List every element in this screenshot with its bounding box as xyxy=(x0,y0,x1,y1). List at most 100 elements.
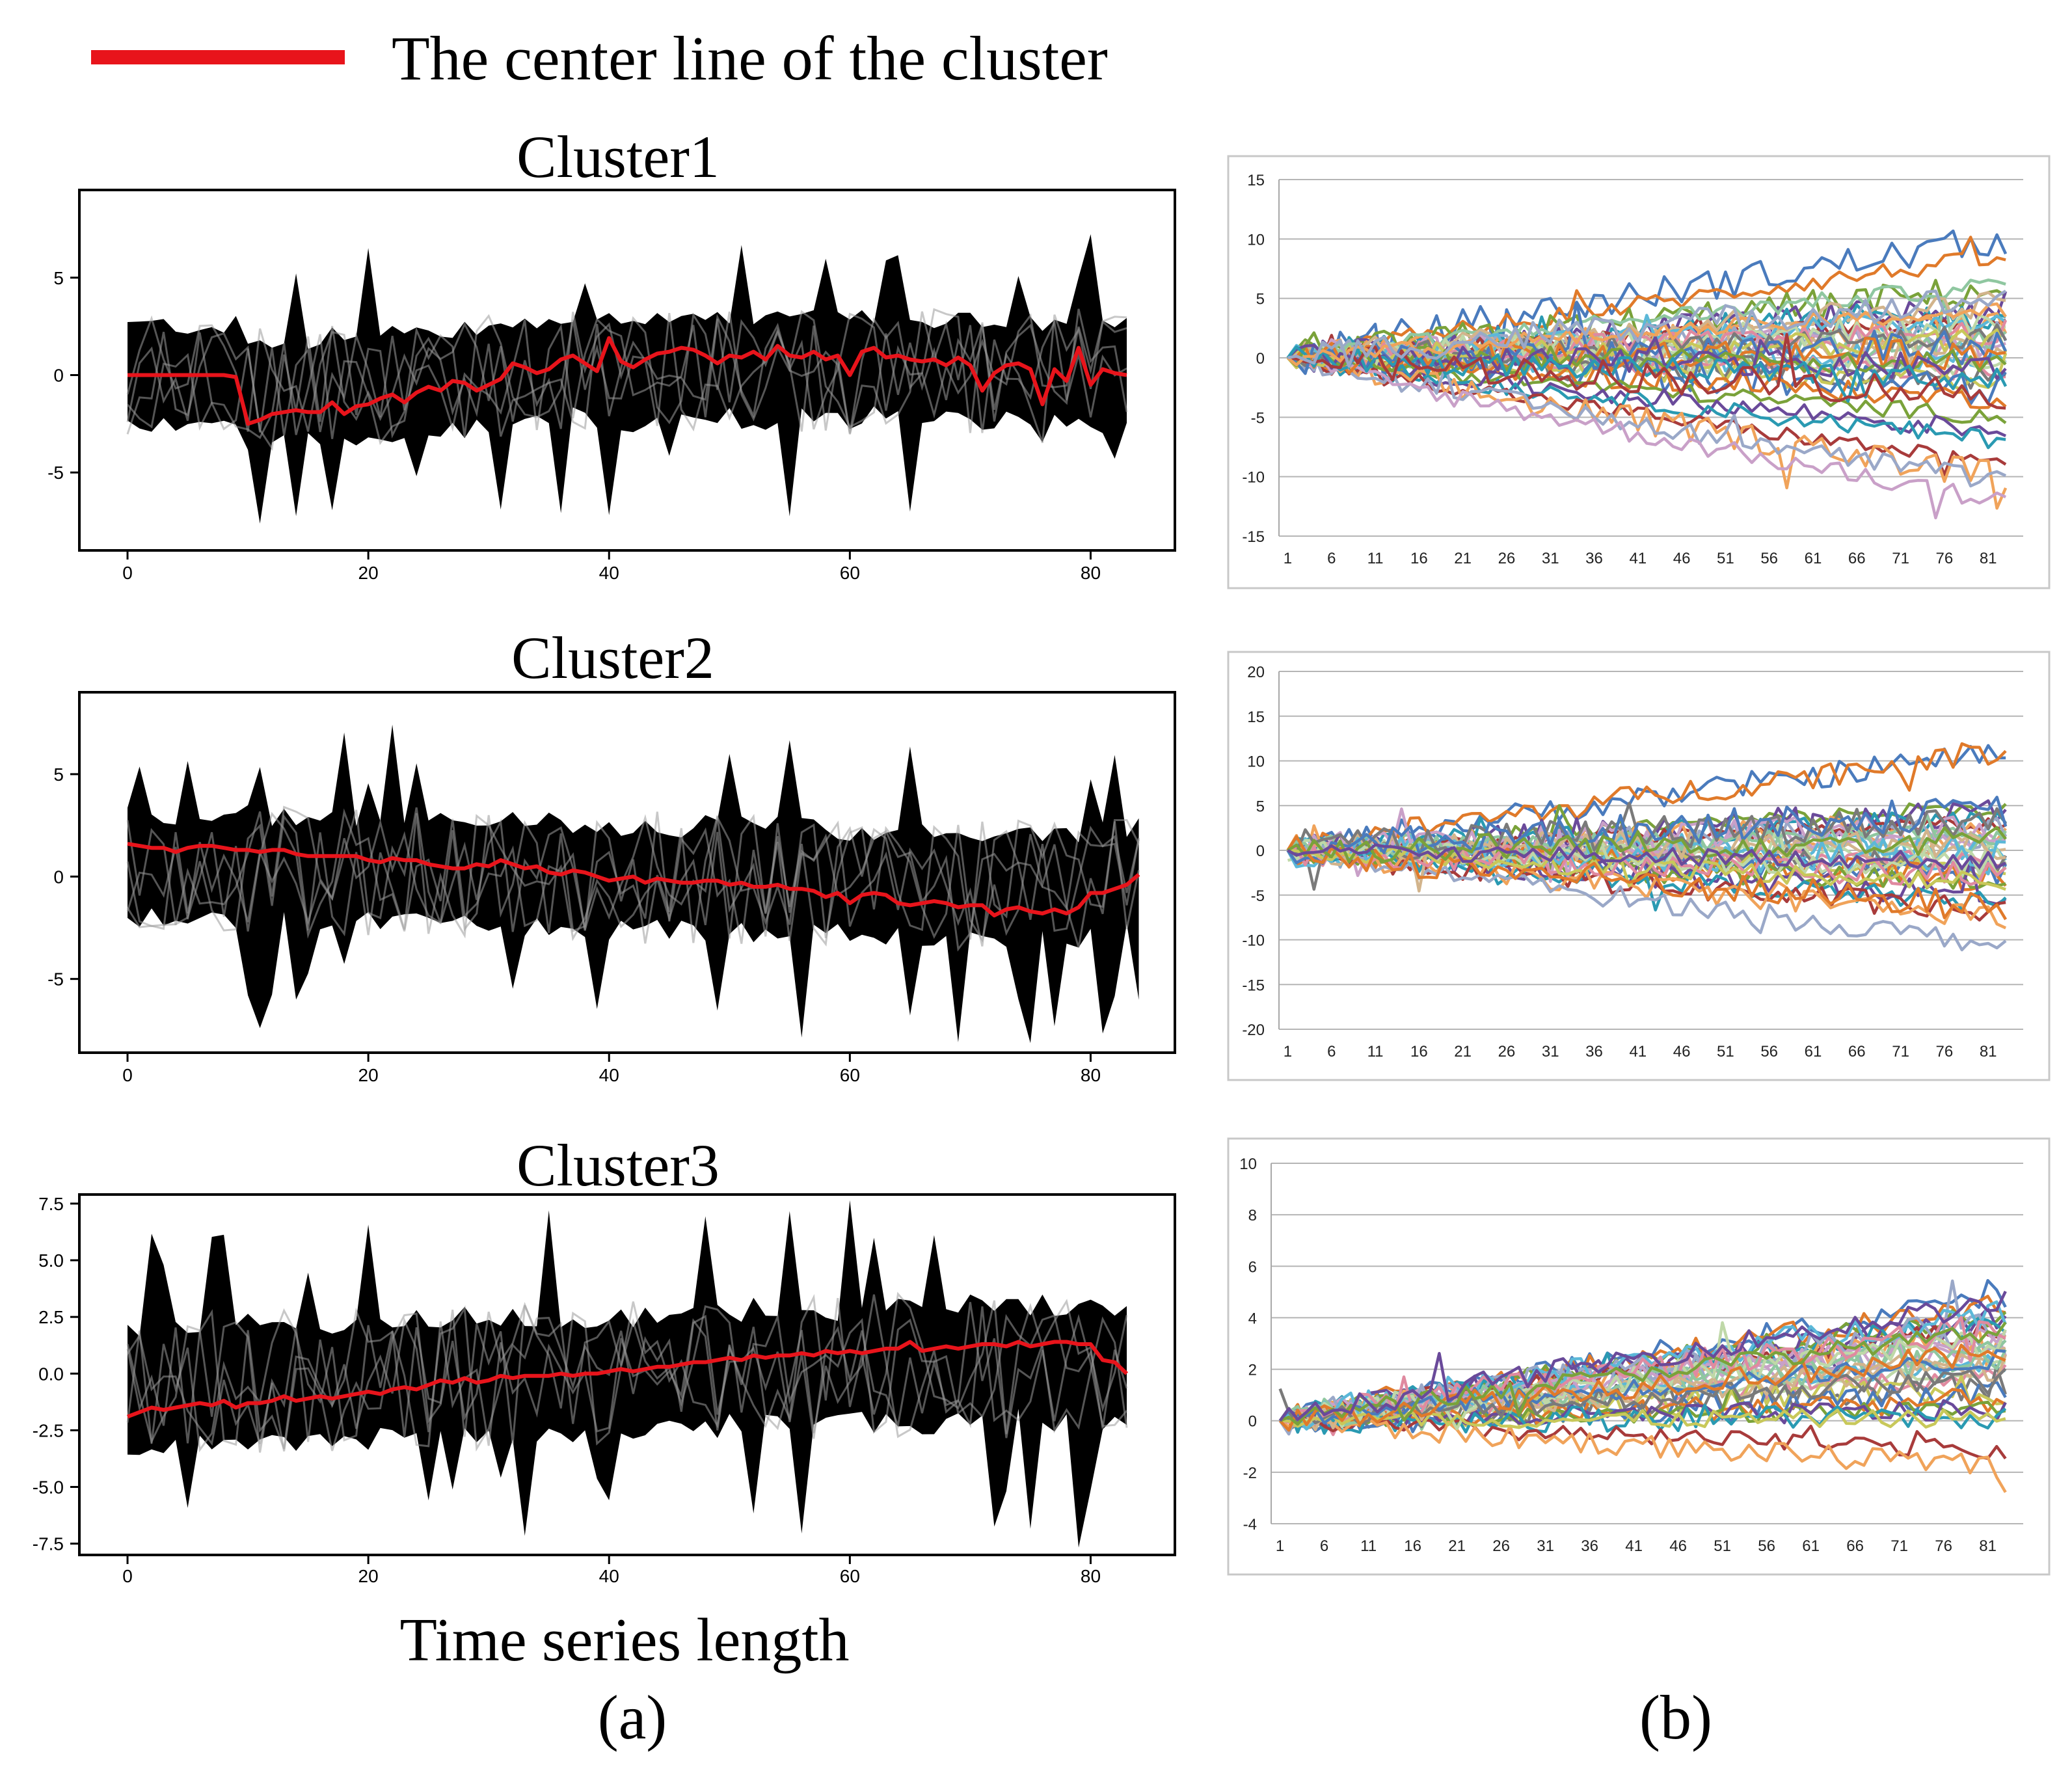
x-tick-label: 66 xyxy=(1846,1537,1864,1555)
x-axis-label: Time series length xyxy=(399,1606,849,1674)
x-tick-label: 41 xyxy=(1629,550,1647,567)
y-tick-label: -5 xyxy=(47,969,64,990)
y-tick-label: 0 xyxy=(1248,1413,1257,1431)
y-tick-label: -15 xyxy=(1242,977,1265,994)
center-line xyxy=(128,336,1127,426)
y-tick-label: 5 xyxy=(1256,291,1265,308)
x-tick-label: 31 xyxy=(1542,1043,1559,1060)
legend: The center line of the cluster xyxy=(91,23,1108,93)
plot-frame xyxy=(78,691,1176,1054)
gray-series-line xyxy=(126,813,1140,947)
x-tick-label: 26 xyxy=(1498,550,1516,567)
x-tick-label: 66 xyxy=(1848,1043,1866,1060)
x-tick-label: 51 xyxy=(1714,1537,1731,1555)
x-tick-label: 51 xyxy=(1717,550,1734,567)
series-line xyxy=(1287,349,2007,488)
y-tick-label: 10 xyxy=(1239,1155,1257,1173)
y-tick-label: -10 xyxy=(1242,932,1265,950)
x-tick-label: 36 xyxy=(1585,550,1603,567)
x-tick-label: 60 xyxy=(840,563,860,583)
gray-series-line xyxy=(126,311,1127,446)
x-tick-label: 16 xyxy=(1404,1537,1421,1555)
series-band xyxy=(128,1200,1127,1548)
series-line xyxy=(1278,1403,2007,1435)
x-tick-label: 21 xyxy=(1454,1043,1472,1060)
y-tick-label: -5 xyxy=(47,463,64,483)
series-line xyxy=(1286,844,2007,952)
y-tick-label: 7.5 xyxy=(38,1194,64,1214)
gray-series-line xyxy=(126,1294,1128,1453)
chart-cluster3: Cluster3 7.5 5.0 2.5 0.0 -2.5 -5.0 -7.5 0 20 40 60… xyxy=(33,1132,1176,1586)
x-tick-label: 41 xyxy=(1625,1537,1643,1555)
y-tick-label: 6 xyxy=(1248,1258,1257,1276)
x-tick-label: 1 xyxy=(1284,550,1292,567)
x-tick-label: 46 xyxy=(1673,550,1691,567)
panel-label-b: (b) xyxy=(1639,1682,1712,1752)
series-line xyxy=(1287,347,2007,424)
x-tick-label: 40 xyxy=(599,1065,619,1085)
x-tick-label: 61 xyxy=(1805,1043,1822,1060)
series-line xyxy=(1286,345,2008,403)
x-tick-label: 71 xyxy=(1892,550,1909,567)
center-line xyxy=(127,841,1140,918)
x-tick-label: 71 xyxy=(1892,1043,1909,1060)
x-tick-label: 61 xyxy=(1805,550,1822,567)
series-line xyxy=(1287,332,2006,410)
series-line xyxy=(1287,347,2006,450)
x-tick-label: 26 xyxy=(1492,1537,1510,1555)
x-tick-label: 0 xyxy=(122,1065,133,1085)
y-tick-label: -4 xyxy=(1243,1516,1257,1533)
y-tick-label: -5 xyxy=(1251,887,1265,905)
x-tick-label: 40 xyxy=(599,1566,619,1586)
x-tick-label: 26 xyxy=(1498,1043,1516,1060)
x-tick-label: 21 xyxy=(1448,1537,1466,1555)
y-tick-label: -2.5 xyxy=(33,1420,64,1440)
x-tick-label: 0 xyxy=(122,563,133,583)
series-line xyxy=(1286,236,2006,359)
y-tick-label: 4 xyxy=(1248,1310,1257,1327)
y-tick-label: 15 xyxy=(1247,172,1265,189)
y-tick-label: -5.0 xyxy=(33,1477,64,1497)
x-tick-label: 76 xyxy=(1936,1043,1954,1060)
gray-series-line xyxy=(126,1305,1128,1452)
x-tick-label: 16 xyxy=(1410,1043,1428,1060)
y-tick-label: -2 xyxy=(1243,1465,1257,1482)
x-tick-label: 1 xyxy=(1276,1537,1284,1555)
chart-cluster1: Cluster1 5 0 -5 0 20 40 60 80 xyxy=(47,124,1176,583)
series-line xyxy=(1287,843,2007,871)
y-tick-label: -7.5 xyxy=(33,1534,64,1554)
x-tick-label: 11 xyxy=(1367,550,1384,567)
center-line xyxy=(126,1340,1129,1419)
series-line xyxy=(1287,301,2008,375)
chart-cluster2: Cluster2 5 0 -5 0 20 40 60 80 xyxy=(47,625,1176,1085)
series-line xyxy=(1278,1290,2007,1422)
series-line xyxy=(1287,351,2007,520)
x-tick-label: 6 xyxy=(1327,1043,1336,1060)
y-tick-label: 2.5 xyxy=(38,1307,64,1327)
series-line xyxy=(1278,1344,2006,1432)
y-tick-label: 10 xyxy=(1247,231,1265,249)
x-tick-label: 1 xyxy=(1284,1043,1292,1060)
chart-title-cluster3: Cluster3 xyxy=(517,1132,720,1198)
y-tick-label: 5 xyxy=(53,764,64,785)
series-line xyxy=(1286,796,2008,865)
x-tick-label: 60 xyxy=(840,1566,860,1586)
gray-series-line xyxy=(126,1302,1128,1452)
y-tick-label: 5 xyxy=(53,268,64,288)
x-tick-label: 36 xyxy=(1581,1537,1598,1555)
x-tick-label: 36 xyxy=(1585,1043,1603,1060)
x-tick-label: 76 xyxy=(1936,550,1954,567)
series-line xyxy=(1286,348,2008,510)
x-tick-label: 46 xyxy=(1673,1043,1691,1060)
y-tick-label: 2 xyxy=(1248,1362,1257,1379)
x-tick-label: 61 xyxy=(1802,1537,1820,1555)
x-tick-label: 6 xyxy=(1320,1537,1328,1555)
x-tick-label: 71 xyxy=(1890,1537,1908,1555)
y-tick-label: 0 xyxy=(1256,350,1265,368)
x-tick-label: 80 xyxy=(1081,563,1101,583)
gray-series-line xyxy=(126,807,1140,952)
x-tick-label: 80 xyxy=(1081,1566,1101,1586)
